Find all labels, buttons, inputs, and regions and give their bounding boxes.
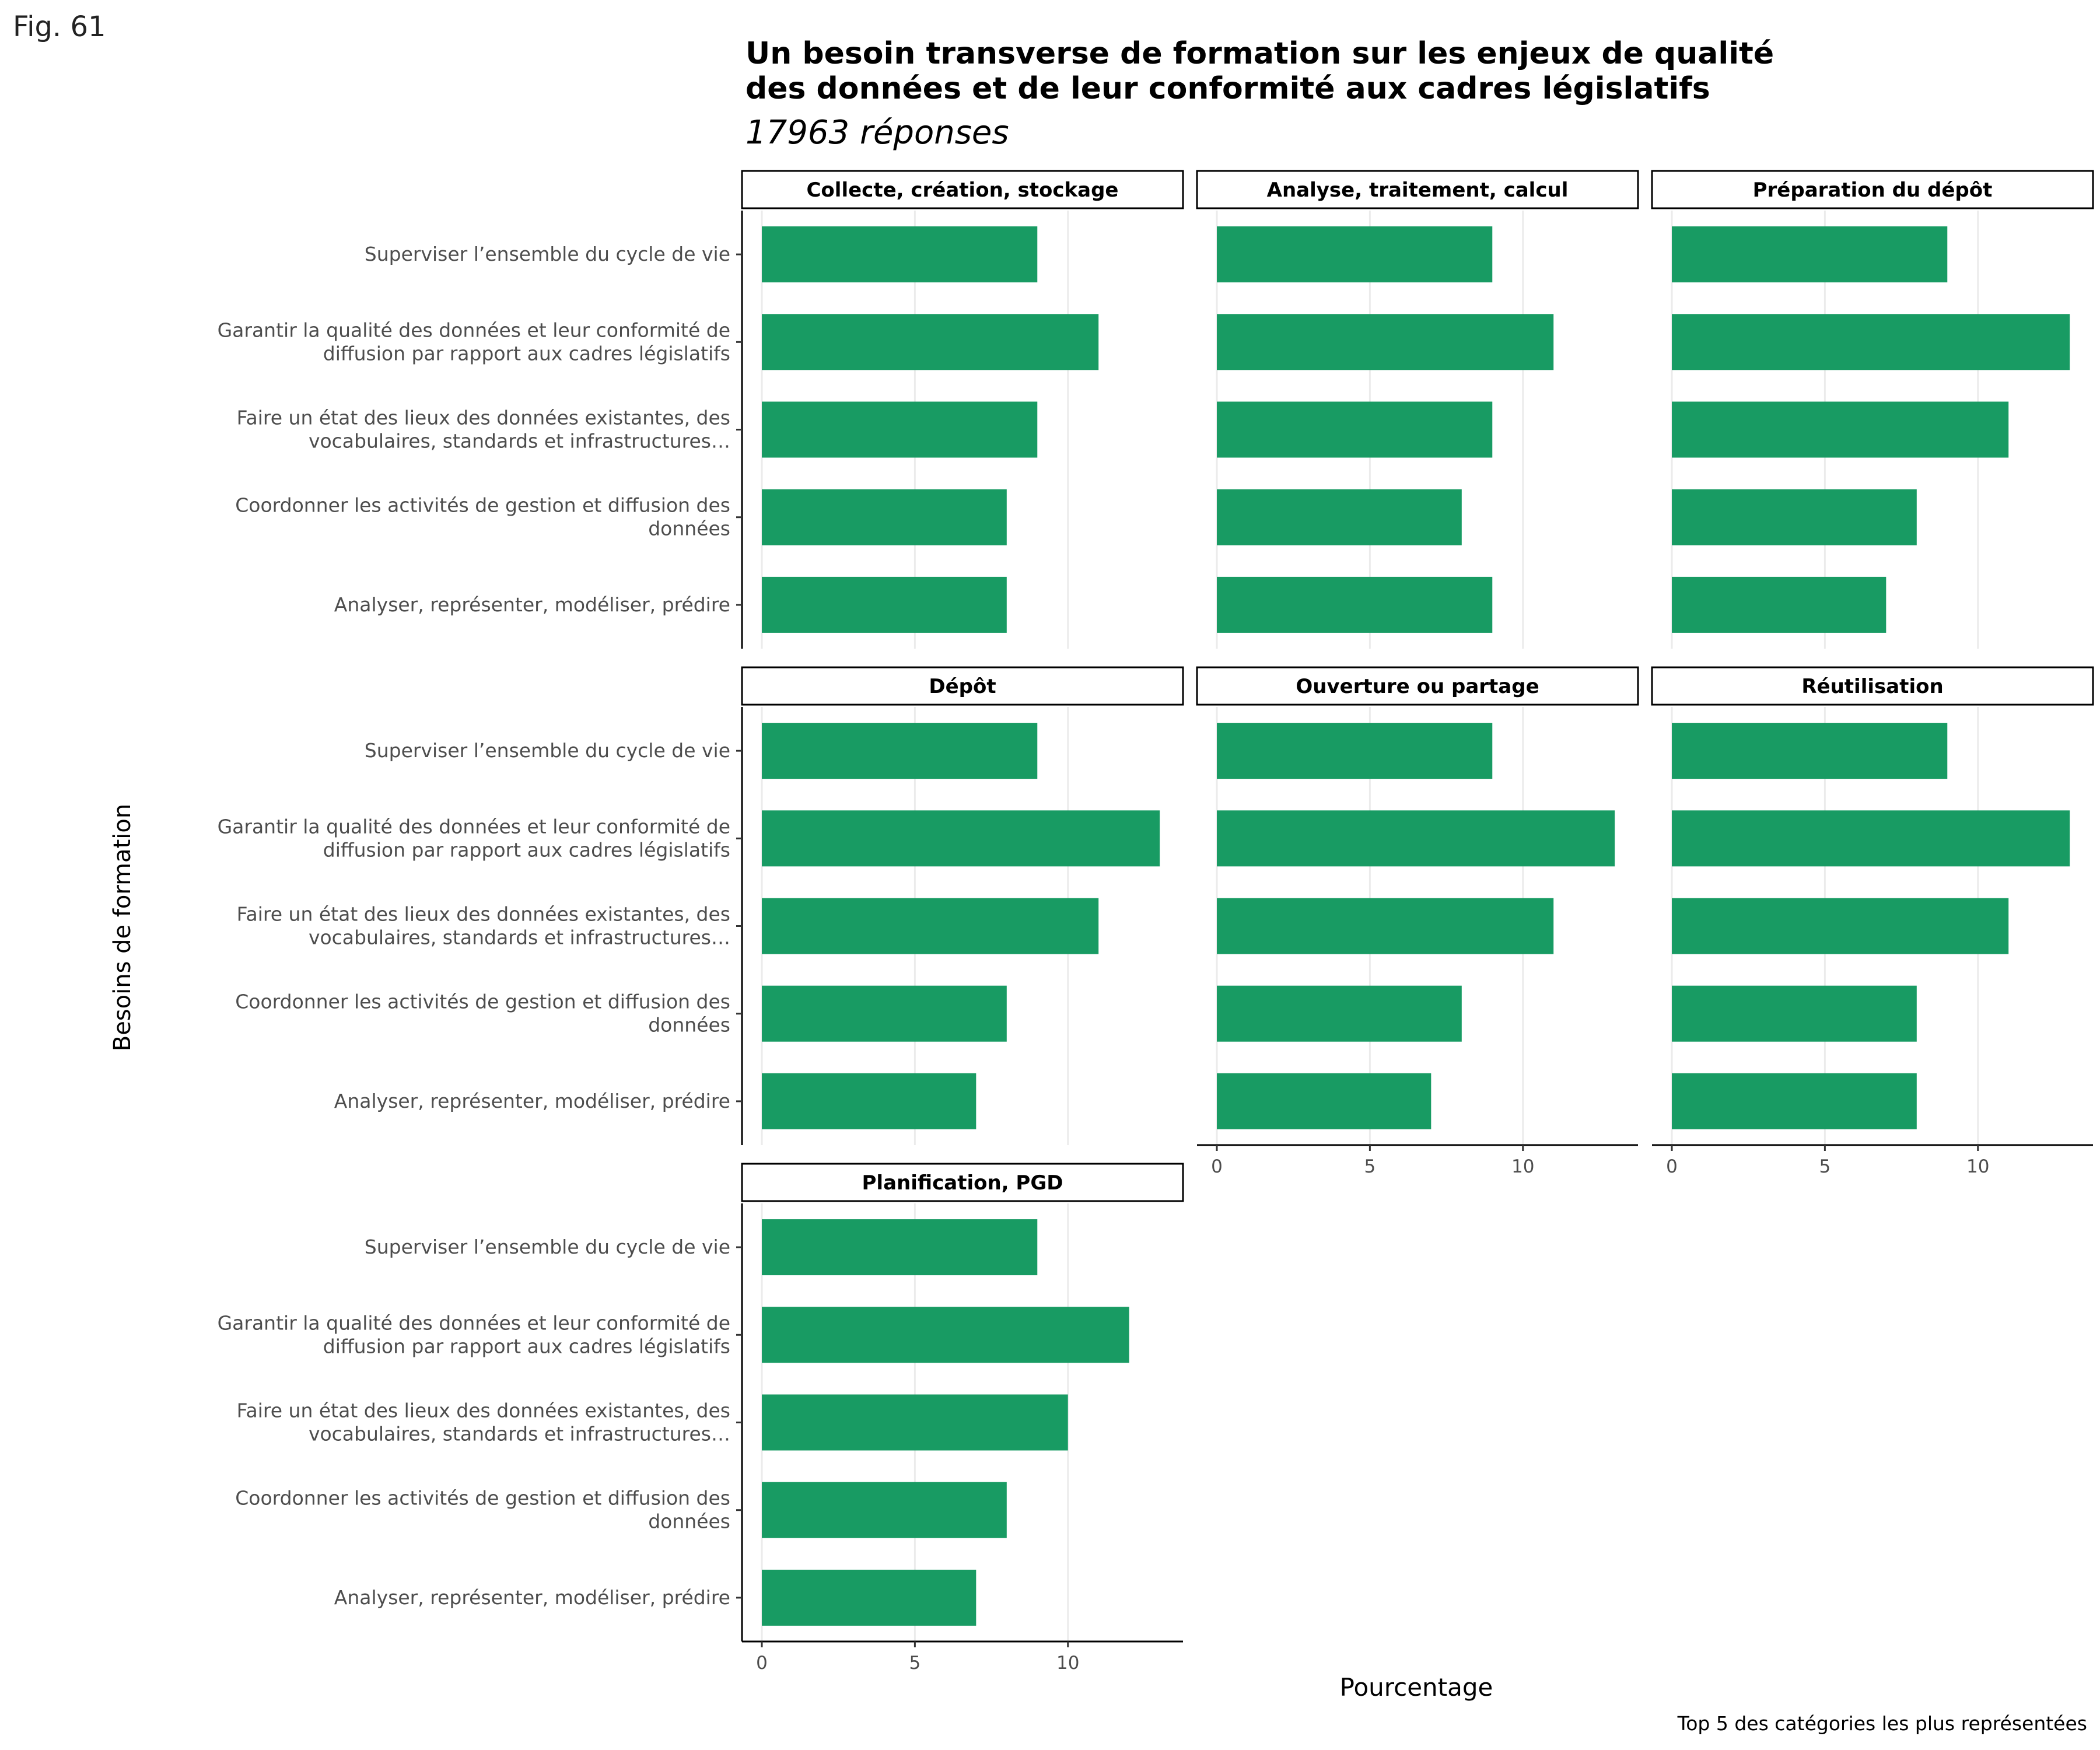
facet-strip-label: Analyse, traitement, calcul [1267,178,1569,202]
category-label: Coordonner les activités de gestion et d… [235,494,730,517]
bar-ouverture-ou-partage-5 [1217,1073,1432,1129]
bar-depot-1 [762,723,1038,779]
facet-strip [741,666,1184,706]
bar-planification-pgd-2 [762,1307,1129,1363]
bar-analyse-traitement-calcul-4 [1217,489,1462,545]
bar-depot-4 [762,985,1007,1042]
category-label: vocabulaires, standards et infrastructur… [309,430,730,453]
x-tick-label: 0 [756,1653,768,1674]
x-tick-label: 10 [1966,1156,1989,1177]
bar-collecte-creation-stockage-3 [762,401,1038,458]
bar-reutilisation-4 [1672,985,1917,1042]
facet-ouverture-ou-partage: Ouverture ou partage 0 5 10 [1196,666,1639,1177]
chart-title-line-1: Un besoin transverse de formation sur le… [746,36,1774,71]
bar-preparation-du-depot-4 [1672,489,1917,545]
category-label: Garantir la qualité des données et leur … [218,318,730,341]
category-label: données [648,1510,730,1533]
bar-depot-2 [762,810,1160,867]
facet-strip [1196,666,1639,706]
facet-preparation-du-depot: Préparation du dépôt [1651,170,2094,649]
bar-preparation-du-depot-3 [1672,401,2009,458]
bar-ouverture-ou-partage-3 [1217,898,1554,954]
bar-analyse-traitement-calcul-1 [1217,226,1493,283]
bar-preparation-du-depot-5 [1672,576,1887,633]
facet-planification-pgd: Planification, PGD Superviser l’ensemble … [218,1163,1184,1674]
category-label: Garantir la qualité des données et leur … [218,1311,730,1334]
facet-strip-label: Dépôt [929,675,996,698]
x-tick-label: 10 [1511,1156,1534,1177]
category-label: données [648,517,730,540]
facet-strip [741,170,1184,209]
category-label: Faire un état des lieux des données exis… [237,1399,730,1422]
category-label: Faire un état des lieux des données exis… [237,903,730,926]
facet-depot: Dépôt Superviser l’ensemble du cycle de v… [218,666,1184,1145]
category-label: Analyser, représenter, modéliser, prédir… [334,1090,730,1112]
x-tick-label: 0 [1211,1156,1223,1177]
facet-strip [741,1163,1184,1202]
category-label: diffusion par rapport aux cadres législa… [323,838,730,861]
bar-ouverture-ou-partage-2 [1217,810,1615,867]
figure-label: Fig. 61 [13,10,106,43]
category-label: Superviser l’ensemble du cycle de vie [365,739,730,762]
facet-strip-label: Planification, PGD [862,1171,1063,1195]
bar-analyse-traitement-calcul-3 [1217,401,1493,458]
chart-title-line-2: des données et de leur conformité aux ca… [746,71,1710,106]
bar-planification-pgd-1 [762,1219,1038,1276]
x-tick-label: 5 [1364,1156,1376,1177]
facet-collecte-creation-stockage: Collecte, création, stockage Superviser l… [218,170,1184,649]
x-tick-label: 5 [909,1653,921,1674]
category-label: Coordonner les activités de gestion et d… [235,991,730,1013]
bar-ouverture-ou-partage-1 [1217,723,1493,779]
facet-strip [1196,170,1639,209]
category-label: diffusion par rapport aux cadres législa… [323,342,730,365]
facet-analyse-traitement-calcul: Analyse, traitement, calcul [1196,170,1639,649]
bar-planification-pgd-5 [762,1569,977,1626]
chart-title: Un besoin transverse de formation sur le… [746,36,1774,106]
bar-reutilisation-2 [1672,810,2070,867]
x-tick-label: 5 [1819,1156,1831,1177]
facet-strip [1651,666,2094,706]
category-label: Faire un état des lieux des données exis… [237,407,730,429]
facet-strip-label: Collecte, création, stockage [806,178,1118,202]
facet-reutilisation: Réutilisation 0 5 10 [1651,666,2094,1177]
category-label: Coordonner les activités de gestion et d… [235,1487,730,1510]
facet-strip [1651,170,2094,209]
category-label: Superviser l’ensemble du cycle de vie [365,243,730,265]
bar-planification-pgd-4 [762,1482,1007,1538]
facet-strip-label: Réutilisation [1801,675,1943,698]
bar-preparation-du-depot-2 [1672,314,2070,370]
category-label: Superviser l’ensemble du cycle de vie [365,1236,730,1258]
bar-preparation-du-depot-1 [1672,226,1948,283]
category-label: Analyser, représenter, modéliser, prédir… [334,593,730,616]
bar-reutilisation-1 [1672,723,1948,779]
category-label: diffusion par rapport aux cadres législa… [323,1335,730,1357]
bar-planification-pgd-3 [762,1394,1068,1451]
bar-collecte-creation-stockage-1 [762,226,1038,283]
bar-depot-5 [762,1073,977,1129]
bar-collecte-creation-stockage-4 [762,489,1007,545]
bar-ouverture-ou-partage-4 [1217,985,1462,1042]
facet-strip-label: Préparation du dépôt [1753,178,1993,202]
facet-strip-label: Ouverture ou partage [1296,675,1539,698]
bar-depot-3 [762,898,1099,954]
bar-reutilisation-3 [1672,898,2009,954]
bar-reutilisation-5 [1672,1073,1917,1129]
x-axis-title: Pourcentage [1339,1673,1493,1702]
bar-analyse-traitement-calcul-2 [1217,314,1554,370]
chart-caption: Top 5 des catégories les plus représenté… [1677,1712,2087,1735]
bar-analyse-traitement-calcul-5 [1217,576,1493,633]
category-label: Analyser, représenter, modéliser, prédir… [334,1586,730,1609]
category-label: données [648,1014,730,1037]
category-label: vocabulaires, standards et infrastructur… [309,1423,730,1446]
bar-collecte-creation-stockage-2 [762,314,1099,370]
category-label: Garantir la qualité des données et leur … [218,815,730,838]
x-tick-label: 10 [1056,1653,1079,1674]
x-tick-label: 0 [1666,1156,1678,1177]
category-label: vocabulaires, standards et infrastructur… [309,926,730,949]
bar-collecte-creation-stockage-5 [762,576,1007,633]
chart-subtitle: 17963 réponses [746,114,1009,152]
